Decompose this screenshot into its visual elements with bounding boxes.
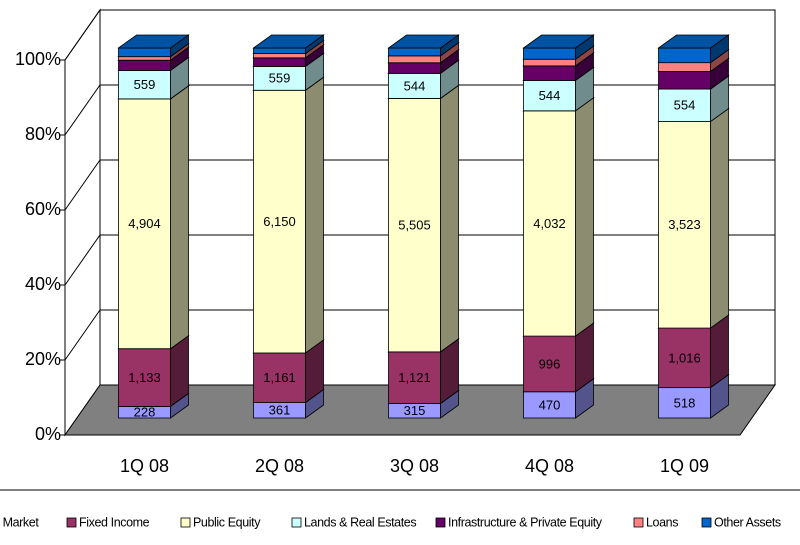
bar-front [388, 62, 441, 74]
data-label: 554 [674, 98, 696, 113]
bar-front [388, 47, 441, 57]
legend: Money Market Fixed Income Public Equity Lan… [0, 515, 781, 529]
data-label: 4,032 [533, 216, 566, 231]
bar-side [440, 84, 459, 353]
y-tick-label: 60% [25, 199, 61, 219]
data-label: 6,150 [263, 214, 296, 229]
bars: 1Q 08 228 1,133 4,904 559 2Q 08 361 1,161 6,150 5… [117, 34, 730, 476]
bar-front [118, 59, 171, 71]
legend-label: Lands & Real Estates [304, 515, 416, 529]
bar-front [388, 72, 441, 99]
data-label: 470 [539, 397, 561, 412]
y-tick-label: 20% [25, 349, 61, 369]
legend-swatch [66, 517, 77, 528]
bar-front [118, 56, 171, 61]
data-label: 559 [269, 71, 291, 86]
data-label: 1,161 [263, 370, 296, 385]
bar-front [388, 55, 441, 64]
bar-front [658, 62, 711, 72]
x-tick-label: 1Q 09 [660, 456, 709, 476]
x-tick-label: 1Q 08 [120, 456, 169, 476]
side-wall [64, 8, 101, 437]
bar-front [253, 47, 306, 54]
bar-front [658, 327, 711, 389]
legend-swatch [180, 517, 191, 528]
grid-line [64, 9, 775, 61]
y-tick-label: 100% [15, 49, 61, 69]
bar-front [253, 53, 306, 59]
legend-label: Loans [646, 515, 678, 529]
bar-front [253, 89, 306, 354]
x-tick-label: 3Q 08 [390, 456, 439, 476]
bar-front [523, 65, 576, 81]
bar-front [118, 98, 171, 350]
bar-top [252, 34, 325, 49]
bar-front [523, 110, 576, 337]
data-label: 315 [404, 403, 426, 418]
bar-side [170, 85, 189, 350]
legend-label: Fixed Income [79, 515, 150, 529]
data-label: 361 [269, 403, 291, 418]
bar-front [658, 47, 711, 64]
data-label: 996 [539, 356, 561, 371]
bar-front [388, 351, 441, 404]
data-label: 228 [134, 405, 156, 420]
data-label: 3,523 [668, 217, 701, 232]
bar-front [658, 88, 711, 122]
legend-label: Public Equity [193, 515, 261, 529]
legend-swatch [291, 517, 302, 528]
bar-front [523, 47, 576, 60]
y-tick-label: 40% [25, 274, 61, 294]
data-label: 518 [674, 395, 696, 410]
bar-side [305, 76, 324, 354]
bar-front [658, 71, 711, 90]
x-tick-label: 2Q 08 [255, 456, 304, 476]
bar-top [657, 34, 730, 49]
y-tick-label: 0% [35, 424, 61, 444]
y-tick-label: 80% [25, 124, 61, 144]
legend-swatch [701, 517, 712, 528]
bar-side [710, 107, 729, 329]
bar-front [253, 57, 306, 67]
legend-label: Money Market [0, 515, 39, 529]
bar-front [523, 80, 576, 112]
data-label: 4,904 [128, 216, 161, 231]
bar-front [118, 348, 171, 407]
bar-front [118, 70, 171, 100]
legend-label: Infrastructure & Private Equity [448, 515, 603, 529]
data-label: 1,133 [128, 370, 161, 385]
x-tick-label: 4Q 08 [525, 456, 574, 476]
legend-label: Other Assets [714, 515, 781, 529]
bar-front [658, 121, 711, 329]
bar-top [522, 34, 595, 49]
data-label: 1,121 [398, 370, 431, 385]
legend-swatch [633, 517, 644, 528]
data-label: 1,016 [668, 350, 701, 365]
data-label: 5,505 [398, 218, 431, 233]
data-label: 544 [404, 78, 426, 93]
bar-front [253, 352, 306, 403]
bar-front [523, 391, 576, 419]
bar-top [117, 34, 190, 49]
bar-front [118, 47, 171, 58]
bar-front [388, 97, 441, 353]
bar-front [523, 58, 576, 67]
data-label: 544 [539, 88, 561, 103]
legend-swatch [435, 517, 446, 528]
data-label: 559 [134, 77, 156, 92]
bar-top [387, 34, 460, 49]
bar-side [575, 97, 594, 337]
